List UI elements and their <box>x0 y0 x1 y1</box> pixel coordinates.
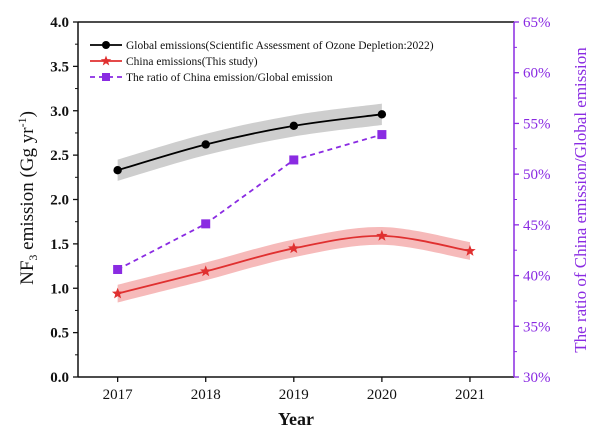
x-axis-title: Year <box>278 409 314 429</box>
series-0-uncertainty-band <box>117 103 382 181</box>
y-tick-label: 1.5 <box>50 237 69 253</box>
legend-marker-1 <box>100 55 112 66</box>
y2-axis-ticks: 30% 35% 40% 45% 50% 55% 60% 65% <box>514 15 551 386</box>
legend-marker-0 <box>102 41 110 49</box>
series-0-point <box>377 110 387 119</box>
y-tick-label: 0.0 <box>50 370 69 386</box>
y2-tick-label: 30% <box>523 370 551 386</box>
x-tick-label: 2019 <box>279 387 309 403</box>
series-2-point <box>289 155 299 165</box>
series-2-point <box>201 219 211 229</box>
x-tick-label: 2021 <box>455 387 485 403</box>
legend-label-1: China emissions(This study) <box>126 56 258 68</box>
y-axis-title: NF3 emission (Gg yr-1) <box>15 111 40 285</box>
series-0-point <box>289 121 298 131</box>
series-markers <box>111 110 476 299</box>
y-tick-label: 4.0 <box>50 15 69 31</box>
series-0-point <box>201 140 210 149</box>
series-1-point <box>464 244 476 256</box>
y-tick-label: 0.5 <box>50 326 69 342</box>
x-tick-label: 2017 <box>103 387 134 403</box>
y2-tick-label: 55% <box>523 116 551 132</box>
x-axis-ticks: 2017 2018 2019 2020 2021 <box>103 377 485 403</box>
legend-marker-2 <box>102 73 110 81</box>
series-2-point <box>377 130 387 140</box>
y2-tick-label: 60% <box>523 66 551 82</box>
y2-axis-title: The ratio of China emission/Global emiss… <box>571 47 590 353</box>
x-tick-label: 2020 <box>367 387 397 403</box>
y-tick-label: 3.0 <box>50 104 69 120</box>
x-tick-label: 2018 <box>191 387 221 403</box>
series-0-point <box>113 166 122 175</box>
y-tick-label: 3.5 <box>50 59 69 75</box>
y-tick-label: 2.0 <box>50 193 69 209</box>
series-1-point <box>376 229 388 241</box>
y-axis-ticks: 0.0 0.5 1.0 1.5 2.0 2.5 3.0 3.5 4.0 <box>50 15 78 386</box>
y2-tick-label: 35% <box>523 319 551 335</box>
y-tick-label: 2.5 <box>50 148 69 164</box>
legend-label-2: The ratio of China emission/Global emiss… <box>126 72 333 84</box>
series-2-line <box>117 133 383 271</box>
y2-tick-label: 45% <box>523 218 551 234</box>
series-2-point <box>113 264 123 274</box>
confidence-bands <box>117 103 470 303</box>
y2-tick-label: 65% <box>523 15 551 31</box>
series-1-uncertainty-band <box>117 226 470 303</box>
series-1-point <box>111 287 124 299</box>
y2-tick-label: 50% <box>523 167 551 183</box>
series-0-line <box>117 113 382 172</box>
series-1-point <box>288 242 300 254</box>
y-tick-label: 1.0 <box>50 281 69 297</box>
series-lines <box>117 113 471 295</box>
legend-label-0: Global emissions(Scientific Assessment o… <box>126 40 434 52</box>
y2-tick-label: 40% <box>523 269 551 285</box>
legend: Global emissions(Scientific Assessment o… <box>90 40 434 84</box>
series-1-point <box>200 265 212 277</box>
